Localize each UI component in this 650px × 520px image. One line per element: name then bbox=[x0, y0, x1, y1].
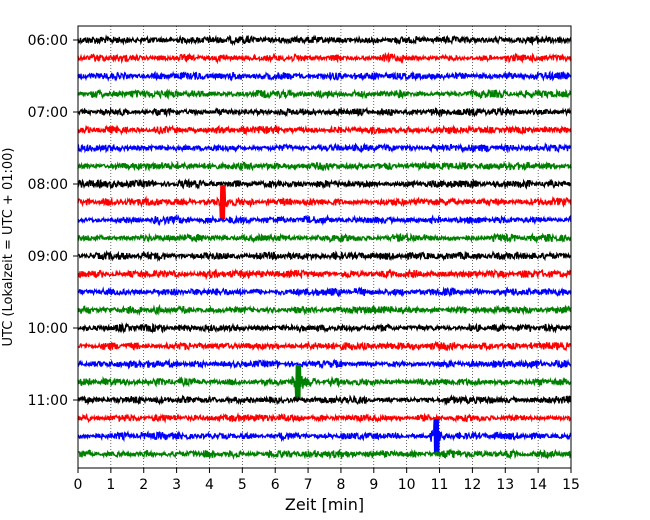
trace-0915 bbox=[77, 268, 572, 281]
trace-0615 bbox=[77, 51, 572, 65]
trace-1045 bbox=[77, 364, 572, 400]
y-tick-label: 11:00 bbox=[28, 393, 68, 409]
trace-layer bbox=[77, 34, 572, 460]
trace-0700 bbox=[77, 106, 572, 118]
trace-0800 bbox=[77, 177, 572, 191]
x-axis-label: Zeit [min] bbox=[285, 495, 364, 514]
x-tick-label: 15 bbox=[562, 477, 580, 493]
trace-0930 bbox=[77, 286, 572, 298]
trace-0845 bbox=[77, 232, 572, 244]
trace-0945 bbox=[77, 303, 572, 317]
trace-1000 bbox=[77, 321, 572, 334]
trace-1030 bbox=[77, 358, 572, 370]
y-tick-label: 07:00 bbox=[28, 105, 68, 121]
trace-1145 bbox=[77, 448, 572, 460]
x-tick-label: 6 bbox=[271, 477, 280, 493]
trace-0830 bbox=[77, 213, 572, 227]
x-tick-label: 5 bbox=[238, 477, 247, 493]
x-tick-label: 1 bbox=[106, 477, 115, 493]
trace-0745 bbox=[77, 160, 572, 172]
y-tick-label: 08:00 bbox=[28, 177, 68, 193]
x-tick-label: 12 bbox=[463, 477, 481, 493]
trace-1015 bbox=[77, 340, 572, 352]
y-tick-label: 09:00 bbox=[28, 249, 68, 265]
x-tick-label: 4 bbox=[205, 477, 214, 493]
trace-0815 bbox=[77, 184, 572, 220]
trace-0645 bbox=[77, 88, 572, 100]
x-tick-label: 8 bbox=[336, 477, 345, 493]
trace-0715 bbox=[77, 123, 572, 136]
trace-0900 bbox=[77, 249, 572, 263]
y-tick-label: 06:00 bbox=[28, 33, 68, 49]
x-axis-ticks: 0 1 2 3 4 5 6 7 8 9 10 11 12 13 14 15 bbox=[74, 468, 580, 493]
trace-0600 bbox=[77, 34, 572, 47]
y-tick-label: 10:00 bbox=[28, 321, 68, 337]
trace-0630 bbox=[77, 70, 572, 82]
y-axis-ticks: 06:00 07:00 08:00 09:00 10:00 11:00 bbox=[28, 33, 78, 409]
x-tick-label: 13 bbox=[496, 477, 514, 493]
x-tick-label: 7 bbox=[304, 477, 313, 493]
plot-frame bbox=[77, 25, 572, 469]
y-axis-label: UTC (Lokalzeit = UTC + 01:00) bbox=[1, 148, 16, 347]
x-tick-label: 9 bbox=[369, 477, 378, 493]
x-tick-label: 14 bbox=[529, 477, 547, 493]
trace-1100 bbox=[77, 394, 572, 406]
x-tick-label: 0 bbox=[74, 477, 83, 493]
x-tick-label: 2 bbox=[139, 477, 148, 493]
trace-1130 bbox=[77, 418, 572, 454]
x-tick-label: 10 bbox=[398, 477, 416, 493]
trace-0730 bbox=[77, 141, 572, 154]
trace-1115 bbox=[77, 412, 572, 424]
x-tick-label: 11 bbox=[431, 477, 449, 493]
x-tick-label: 3 bbox=[172, 477, 181, 493]
